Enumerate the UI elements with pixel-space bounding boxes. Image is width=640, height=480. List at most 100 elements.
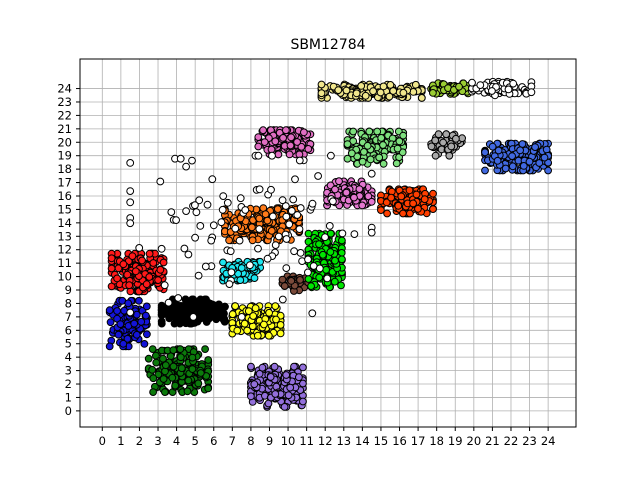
scatter-point [468, 78, 476, 87]
scatter-point [427, 142, 436, 151]
y-tick-label: 9 [65, 283, 72, 297]
scatter-point [188, 365, 197, 374]
scatter-point [358, 157, 367, 166]
scatter-point [508, 162, 517, 171]
x-axis: 0 1 2 3 4 5 6 7 8 9 10 11 12 13 14 15 16 17 18 19 20 21 22 23 24 [99, 427, 555, 448]
scatter-point [274, 150, 283, 159]
scatter-point [358, 201, 367, 210]
scatter-point [191, 201, 199, 210]
y-tick-label: 17 [57, 176, 72, 190]
scatter-point [355, 185, 364, 194]
scatter-point [194, 271, 203, 280]
scatter-point [219, 192, 228, 201]
x-tick-label: 23 [522, 434, 537, 448]
scatter-point [322, 265, 331, 274]
scatter-point [488, 87, 496, 95]
scatter-point [237, 313, 246, 321]
scatter-point [431, 151, 440, 160]
y-tick-label: 21 [57, 122, 72, 136]
scatter-point [304, 275, 313, 283]
y-tick-label: 16 [57, 189, 72, 203]
data-points [105, 77, 552, 411]
scatter-point [300, 128, 308, 137]
scatter-point [317, 89, 326, 98]
scatter-point [254, 244, 262, 253]
scatter-point [429, 189, 437, 198]
scatter-point [290, 247, 299, 256]
scatter-point [379, 82, 388, 91]
scatter-point [156, 177, 165, 186]
x-tick-label: 9 [266, 434, 273, 448]
scatter-point [196, 222, 205, 230]
scatter-point [367, 169, 376, 178]
y-tick-label: 18 [57, 162, 72, 176]
scatter-point [225, 236, 234, 245]
scatter-point [278, 196, 287, 205]
scatter-point [126, 308, 135, 317]
scatter-point [132, 310, 141, 319]
scatter-point [319, 250, 327, 259]
scatter-point [287, 277, 296, 285]
scatter-point [315, 240, 323, 249]
scatter-point [240, 319, 249, 328]
scatter-point [361, 91, 370, 100]
scatter-point [217, 218, 226, 227]
scatter-point [184, 307, 192, 315]
scatter-point [221, 317, 229, 326]
x-tick-label: 14 [355, 434, 370, 448]
scatter-point [296, 249, 305, 257]
scatter-point [397, 192, 406, 201]
y-tick-label: 4 [65, 350, 72, 364]
scatter-point [304, 229, 313, 238]
scatter-point [138, 256, 146, 265]
scatter-point [261, 210, 270, 219]
scatter-point [383, 209, 392, 218]
scatter-point [180, 244, 189, 253]
scatter-point [360, 148, 368, 156]
scatter-point [276, 321, 285, 329]
scatter-point [304, 255, 312, 264]
scatter-point [282, 126, 290, 135]
scatter-point [247, 392, 255, 401]
scatter-point [250, 274, 259, 283]
x-tick-label: 3 [154, 434, 161, 448]
scatter-point [286, 141, 295, 150]
scatter-point [481, 148, 489, 157]
scatter-point [248, 223, 256, 232]
scatter-point [125, 281, 134, 290]
scatter-point [132, 330, 141, 339]
scatter-point [327, 151, 335, 160]
scatter-point [259, 126, 268, 135]
scatter-point [145, 273, 154, 281]
scatter-point [159, 375, 168, 383]
scatter-point [164, 298, 173, 307]
scatter-point [363, 141, 372, 150]
scatter-point [525, 157, 534, 166]
scatter-point [255, 369, 264, 378]
scatter-point [140, 340, 149, 348]
scatter-point [227, 268, 236, 277]
scatter-point [113, 307, 121, 315]
scatter-point [171, 381, 180, 390]
scatter-point [237, 264, 246, 272]
scatter-point [226, 247, 235, 256]
scatter-point [268, 151, 276, 160]
scatter-point [325, 222, 334, 230]
scatter-point [196, 369, 205, 377]
chart-title: SBM12784 [290, 37, 365, 53]
scatter-point [250, 380, 259, 389]
scatter-point [266, 373, 275, 381]
scatter-point [130, 319, 139, 328]
scatter-point [267, 226, 276, 235]
scatter-point [249, 312, 258, 320]
scatter-point [157, 244, 166, 253]
scatter-point [272, 315, 280, 324]
scatter-point [154, 276, 163, 285]
scatter-point [119, 260, 128, 269]
y-tick-label: 12 [57, 243, 72, 257]
scatter-point [236, 194, 245, 203]
scatter-point [315, 273, 324, 282]
scatter-point [350, 230, 359, 239]
scatter-point [299, 397, 307, 406]
